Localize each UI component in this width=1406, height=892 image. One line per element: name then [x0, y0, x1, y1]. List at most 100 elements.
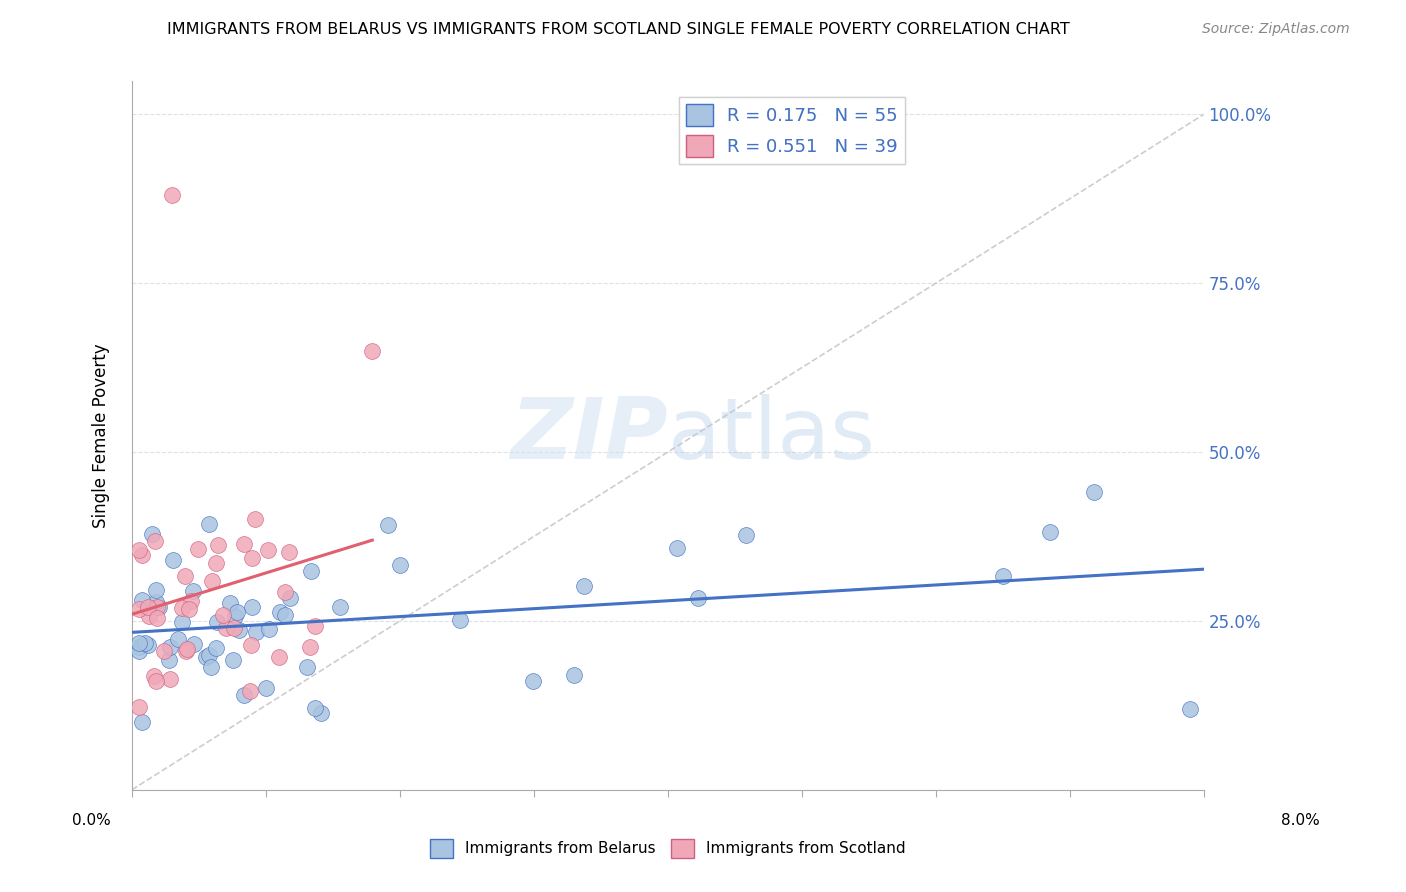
- Point: [686, 591, 709, 606]
- Point: [128, 700, 150, 714]
- Point: [205, 556, 228, 570]
- Point: [522, 674, 544, 689]
- Point: [240, 600, 263, 615]
- Y-axis label: Single Female Poverty: Single Female Poverty: [93, 343, 110, 527]
- Point: [257, 543, 280, 558]
- Point: [257, 622, 280, 636]
- Point: [299, 640, 322, 654]
- Point: [181, 583, 204, 598]
- Point: [1083, 484, 1105, 499]
- Point: [304, 619, 326, 633]
- Point: [173, 569, 195, 583]
- Legend: R = 0.175   N = 55, R = 0.551   N = 39: R = 0.175 N = 55, R = 0.551 N = 39: [679, 97, 905, 164]
- Point: [228, 623, 250, 637]
- Point: [204, 640, 226, 655]
- Point: [233, 688, 256, 702]
- Point: [148, 600, 170, 615]
- Point: [198, 648, 221, 662]
- Point: [128, 542, 150, 557]
- Text: 8.0%: 8.0%: [1281, 814, 1320, 828]
- Point: [274, 607, 297, 622]
- Point: [145, 594, 167, 608]
- Point: [309, 706, 332, 721]
- Point: [159, 640, 181, 654]
- Point: [243, 512, 266, 526]
- Point: [219, 596, 242, 610]
- Point: [157, 653, 180, 667]
- Point: [207, 538, 229, 552]
- Point: [201, 574, 224, 588]
- Point: [128, 640, 150, 654]
- Text: atlas: atlas: [668, 393, 876, 476]
- Point: [734, 528, 756, 542]
- Text: IMMIGRANTS FROM BELARUS VS IMMIGRANTS FROM SCOTLAND SINGLE FEMALE POVERTY CORREL: IMMIGRANTS FROM BELARUS VS IMMIGRANTS FR…: [167, 22, 1070, 37]
- Point: [170, 615, 193, 629]
- Point: [138, 609, 160, 624]
- Point: [1039, 524, 1062, 539]
- Point: [224, 608, 246, 623]
- Point: [136, 600, 159, 615]
- Point: [180, 593, 202, 607]
- Point: [299, 564, 322, 578]
- Point: [145, 534, 167, 549]
- Point: [187, 542, 209, 557]
- Point: [665, 541, 688, 555]
- Point: [145, 582, 167, 597]
- Point: [145, 674, 167, 689]
- Point: [269, 605, 291, 619]
- Point: [232, 537, 254, 551]
- Point: [134, 635, 156, 649]
- Point: [183, 637, 205, 651]
- Point: [991, 568, 1014, 582]
- Point: [329, 599, 352, 614]
- Point: [131, 714, 153, 729]
- Point: [142, 669, 165, 683]
- Point: [273, 585, 295, 599]
- Point: [200, 660, 222, 674]
- Text: 0.0%: 0.0%: [72, 814, 111, 828]
- Point: [194, 649, 217, 664]
- Point: [176, 644, 198, 658]
- Point: [361, 344, 384, 359]
- Point: [239, 684, 262, 698]
- Point: [222, 621, 245, 635]
- Point: [254, 681, 277, 696]
- Point: [131, 592, 153, 607]
- Point: [388, 558, 411, 572]
- Point: [141, 526, 163, 541]
- Point: [162, 553, 184, 567]
- Point: [278, 591, 301, 606]
- Point: [304, 701, 326, 715]
- Point: [215, 621, 238, 635]
- Text: Source: ZipAtlas.com: Source: ZipAtlas.com: [1202, 22, 1350, 37]
- Point: [277, 545, 299, 559]
- Point: [240, 551, 263, 566]
- Point: [1180, 702, 1202, 716]
- Point: [146, 599, 169, 614]
- Point: [179, 601, 201, 615]
- Point: [267, 649, 290, 664]
- Point: [295, 660, 318, 674]
- Point: [136, 638, 159, 652]
- Point: [131, 548, 153, 562]
- Point: [572, 579, 595, 593]
- Point: [449, 613, 471, 627]
- Point: [128, 643, 150, 657]
- Point: [205, 615, 228, 629]
- Point: [377, 518, 399, 533]
- Text: ZIP: ZIP: [510, 393, 668, 476]
- Point: [170, 600, 193, 615]
- Point: [222, 653, 245, 667]
- Point: [128, 635, 150, 649]
- Point: [146, 610, 169, 624]
- Point: [239, 639, 262, 653]
- Point: [160, 188, 183, 202]
- Point: [153, 644, 176, 658]
- Point: [159, 672, 181, 686]
- Point: [212, 607, 235, 622]
- Point: [198, 517, 221, 532]
- Point: [562, 667, 585, 681]
- Point: [128, 602, 150, 616]
- Point: [167, 632, 190, 646]
- Point: [176, 641, 198, 656]
